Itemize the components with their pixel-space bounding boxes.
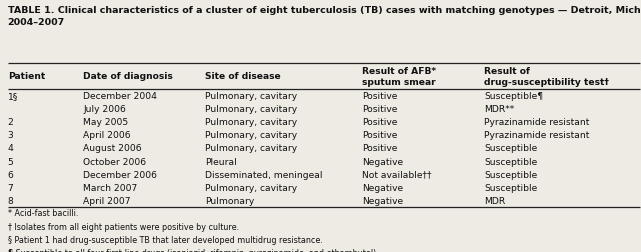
Text: October 2006: October 2006: [83, 157, 146, 166]
Text: 7: 7: [8, 183, 13, 192]
Text: Positive: Positive: [362, 131, 397, 140]
Text: Susceptible¶: Susceptible¶: [484, 91, 543, 101]
Text: Pulmonary, cavitary: Pulmonary, cavitary: [205, 183, 297, 192]
Text: Pulmonary, cavitary: Pulmonary, cavitary: [205, 118, 297, 127]
Text: April 2006: April 2006: [83, 131, 131, 140]
Text: Positive: Positive: [362, 105, 397, 114]
Text: Pyrazinamide resistant: Pyrazinamide resistant: [484, 118, 589, 127]
Text: 6: 6: [8, 170, 13, 179]
Text: Result of
drug-susceptibility test†: Result of drug-susceptibility test†: [484, 67, 609, 86]
Text: Susceptible: Susceptible: [484, 183, 537, 192]
Text: Negative: Negative: [362, 183, 403, 192]
Text: Pulmonary, cavitary: Pulmonary, cavitary: [205, 105, 297, 114]
Text: April 2007: April 2007: [83, 196, 131, 205]
Text: Positive: Positive: [362, 144, 397, 153]
Text: Site of disease: Site of disease: [205, 72, 281, 81]
Text: Positive: Positive: [362, 91, 397, 101]
Text: Susceptible: Susceptible: [484, 144, 537, 153]
Text: Pleural: Pleural: [205, 157, 237, 166]
Text: Positive: Positive: [362, 118, 397, 127]
Text: Susceptible: Susceptible: [484, 157, 537, 166]
Text: Pulmonary, cavitary: Pulmonary, cavitary: [205, 91, 297, 101]
Text: § Patient 1 had drug-susceptible TB that later developed multidrug resistance.: § Patient 1 had drug-susceptible TB that…: [8, 235, 322, 244]
Text: Pulmonary: Pulmonary: [205, 196, 254, 205]
Text: December 2004: December 2004: [83, 91, 157, 101]
Text: Result of AFB*
sputum smear: Result of AFB* sputum smear: [362, 67, 437, 86]
Text: † Isolates from all eight patients were positive by culture.: † Isolates from all eight patients were …: [8, 222, 239, 231]
Text: May 2005: May 2005: [83, 118, 128, 127]
Text: 4: 4: [8, 144, 13, 153]
Text: July 2006: July 2006: [83, 105, 126, 114]
Text: Not available††: Not available††: [362, 170, 431, 179]
Text: 3: 3: [8, 131, 13, 140]
Text: * Acid-fast bacilli.: * Acid-fast bacilli.: [8, 208, 78, 217]
Text: August 2006: August 2006: [83, 144, 142, 153]
Text: Pulmonary, cavitary: Pulmonary, cavitary: [205, 144, 297, 153]
Text: MDR: MDR: [484, 196, 505, 205]
Text: Patient: Patient: [8, 72, 45, 81]
Text: Negative: Negative: [362, 157, 403, 166]
Text: 5: 5: [8, 157, 13, 166]
Text: MDR**: MDR**: [484, 105, 514, 114]
Text: December 2006: December 2006: [83, 170, 157, 179]
Text: Date of diagnosis: Date of diagnosis: [83, 72, 173, 81]
Text: 8: 8: [8, 196, 13, 205]
Text: ¶ Susceptible to all four first-line drugs (isoniazid, rifampin, pyrazinamide, a: ¶ Susceptible to all four first-line dru…: [8, 248, 378, 252]
Text: Pyrazinamide resistant: Pyrazinamide resistant: [484, 131, 589, 140]
Text: Disseminated, meningeal: Disseminated, meningeal: [205, 170, 322, 179]
Text: Negative: Negative: [362, 196, 403, 205]
Text: 1§: 1§: [8, 91, 18, 101]
Text: Susceptible: Susceptible: [484, 170, 537, 179]
Text: Pulmonary, cavitary: Pulmonary, cavitary: [205, 131, 297, 140]
Text: March 2007: March 2007: [83, 183, 138, 192]
Text: 2: 2: [8, 118, 13, 127]
Text: TABLE 1. Clinical characteristics of a cluster of eight tuberculosis (TB) cases : TABLE 1. Clinical characteristics of a c…: [8, 6, 641, 27]
